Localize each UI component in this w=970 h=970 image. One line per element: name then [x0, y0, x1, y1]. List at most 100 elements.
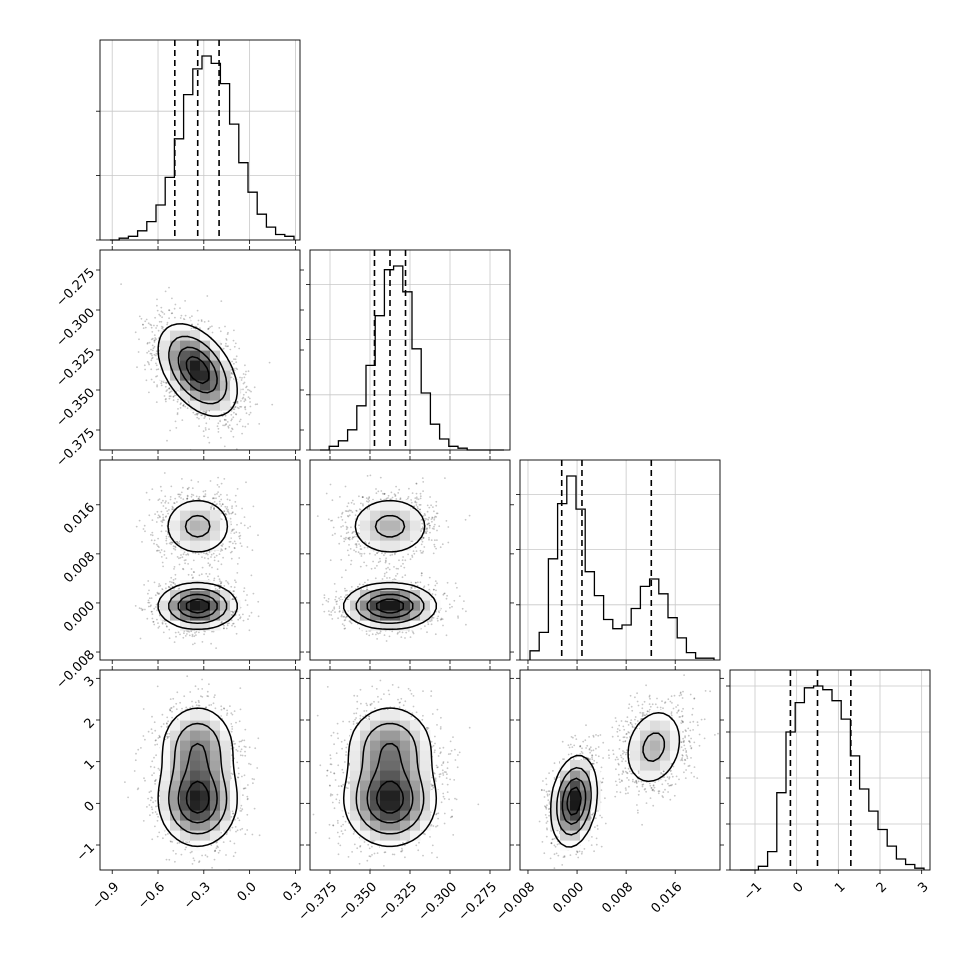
scatter-point [253, 386, 256, 389]
scatter-point [224, 414, 227, 417]
scatter-point [153, 607, 156, 610]
scatter-point [164, 583, 167, 585]
scatter-point [203, 552, 205, 554]
scatter-point [190, 493, 193, 496]
scatter-point [174, 548, 177, 551]
scatter-point [134, 331, 137, 334]
scatter-point [161, 588, 164, 590]
scatter-point [151, 534, 154, 537]
scatter-point [153, 539, 156, 542]
scatter-point [165, 625, 168, 628]
scatter-point [147, 592, 149, 595]
scatter-point [238, 614, 241, 616]
scatter-point [233, 345, 236, 348]
scatter-point [204, 427, 207, 429]
scatter-point [171, 508, 174, 511]
scatter-point [186, 487, 189, 490]
scatter-point [173, 307, 176, 310]
scatter-point [195, 413, 198, 415]
scatter-point [233, 547, 236, 549]
scatter-point [167, 512, 170, 515]
scatter-point [201, 414, 203, 416]
scatter-point [189, 316, 191, 319]
scatter-point [151, 349, 154, 352]
scatter-point [155, 362, 157, 365]
density-bin [190, 400, 201, 411]
scatter-point [186, 495, 189, 498]
scatter-point [218, 587, 221, 589]
scatter-point [238, 537, 241, 540]
scatter-point [190, 479, 193, 482]
scatter-point [156, 618, 158, 621]
scatter-point [235, 361, 238, 364]
scatter-point [165, 400, 167, 403]
scatter-point [225, 339, 228, 341]
scatter-point [227, 331, 229, 334]
density-bin [200, 330, 211, 341]
scatter-point [161, 622, 164, 625]
scatter-point [207, 557, 210, 560]
scatter-point [148, 498, 151, 501]
scatter-point [227, 508, 229, 511]
scatter-point [242, 396, 245, 399]
scatter-point [210, 556, 212, 558]
scatter-point [166, 321, 169, 324]
scatter-point [156, 324, 159, 327]
scatter-point [224, 547, 227, 550]
scatter-point [156, 309, 159, 312]
scatter-point [158, 549, 160, 552]
scatter-point [231, 512, 234, 514]
density-bin [180, 350, 191, 361]
scatter-point [219, 587, 221, 590]
scatter-point [216, 484, 219, 486]
scatter-point [156, 591, 159, 594]
scatter-point [197, 412, 200, 415]
scatter-point [198, 497, 200, 500]
scatter-point [232, 435, 235, 438]
scatter-point [160, 556, 163, 558]
scatter-point [239, 534, 242, 537]
scatter-point [175, 427, 178, 429]
scatter-point [165, 398, 167, 400]
scatter-point [221, 503, 224, 506]
scatter-point [238, 347, 241, 350]
scatter-point [161, 524, 163, 527]
scatter-point [207, 562, 210, 565]
scatter-point [220, 582, 222, 585]
scatter-point [178, 563, 181, 566]
scatter-point [160, 510, 163, 513]
scatter-point [192, 571, 195, 573]
scatter-point [200, 319, 203, 321]
scatter-point [213, 497, 216, 500]
scatter-point [227, 425, 230, 428]
scatter-point [182, 636, 185, 639]
scatter-point [226, 494, 228, 496]
scatter-point [223, 419, 226, 421]
scatter-point [231, 624, 233, 627]
scatter-point [225, 419, 227, 421]
scatter-point [245, 391, 248, 394]
scatter-point [160, 382, 163, 385]
contour-lines [157, 323, 238, 417]
density-bin [170, 340, 181, 351]
scatter-point [151, 610, 153, 613]
scatter-point [146, 617, 149, 620]
scatter-point [213, 559, 216, 562]
scatter-point [226, 622, 229, 625]
scatter-point [144, 608, 146, 611]
scatter-point [200, 320, 203, 323]
scatter-point [217, 491, 220, 493]
scatter-point [180, 554, 182, 556]
scatter-point [220, 582, 222, 585]
scatter-point [165, 535, 168, 538]
scatter-point [174, 303, 177, 306]
scatter-point [230, 619, 233, 622]
scatter-point [216, 503, 218, 505]
scatter-point [254, 403, 257, 406]
scatter-point [223, 510, 226, 513]
scatter-point [161, 311, 164, 314]
scatter-point [231, 427, 233, 430]
scatter-point [205, 422, 208, 425]
scatter-point [170, 312, 173, 315]
density-bin [190, 380, 201, 391]
